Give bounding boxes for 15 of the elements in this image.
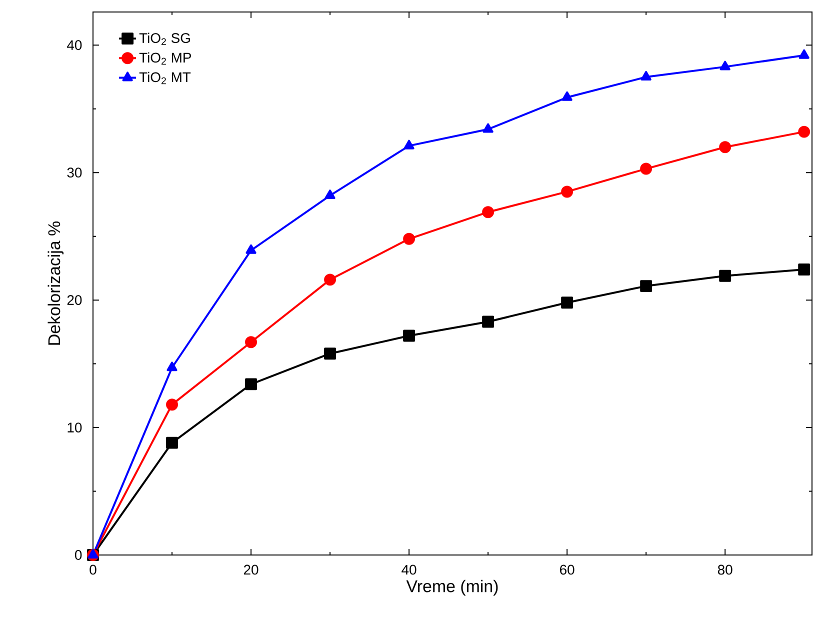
- x-tick-label: 40: [402, 564, 416, 575]
- legend-label: TiO$_{2}$ MT: [139, 72, 191, 84]
- y-axis-title: Dekolorizacija %: [48, 222, 64, 345]
- y-tick-label: 20: [67, 295, 82, 306]
- legend-label: TiO$_{2}$ MP: [139, 52, 191, 65]
- x-tick-label: 60: [560, 564, 574, 575]
- x-tick-label: 80: [718, 564, 732, 575]
- legend-label: TiO$_{2}$ SG: [139, 32, 190, 46]
- x-axis-title: Vreme (min): [406, 580, 498, 596]
- y-tick-label: 10: [68, 422, 82, 432]
- y-tick-label: 30: [67, 168, 82, 178]
- x-tick-label: 20: [244, 564, 258, 575]
- y-tick-label: 0: [74, 550, 82, 560]
- x-tick-label: 0: [90, 564, 96, 575]
- y-tick-label: 40: [67, 40, 82, 50]
